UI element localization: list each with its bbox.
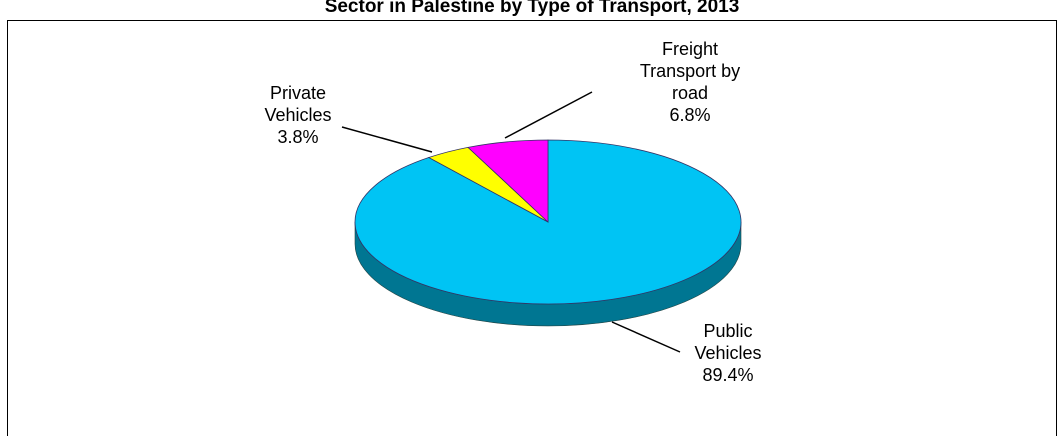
- leader-line: [611, 321, 681, 353]
- slice: [354, 139, 742, 305]
- slice: [467, 139, 549, 223]
- chart-title: Sector in Palestine by Type of Transport…: [324, 0, 740, 17]
- label-category: Private Vehicles: [264, 83, 332, 125]
- label-category: Public Vehicles: [694, 321, 762, 363]
- data-label: Public Vehicles 89.4%: [648, 320, 808, 386]
- pie: [354, 139, 742, 327]
- leader-line: [341, 126, 433, 153]
- leader-line: [504, 91, 593, 139]
- data-label: Freight Transport by road 6.8%: [610, 38, 770, 126]
- label-value: 6.8%: [669, 105, 711, 125]
- data-label: Private Vehicles 3.8%: [218, 82, 378, 148]
- label-value: 89.4%: [702, 365, 754, 385]
- label-value: 3.8%: [277, 127, 319, 147]
- label-category: Freight Transport by road: [639, 39, 741, 103]
